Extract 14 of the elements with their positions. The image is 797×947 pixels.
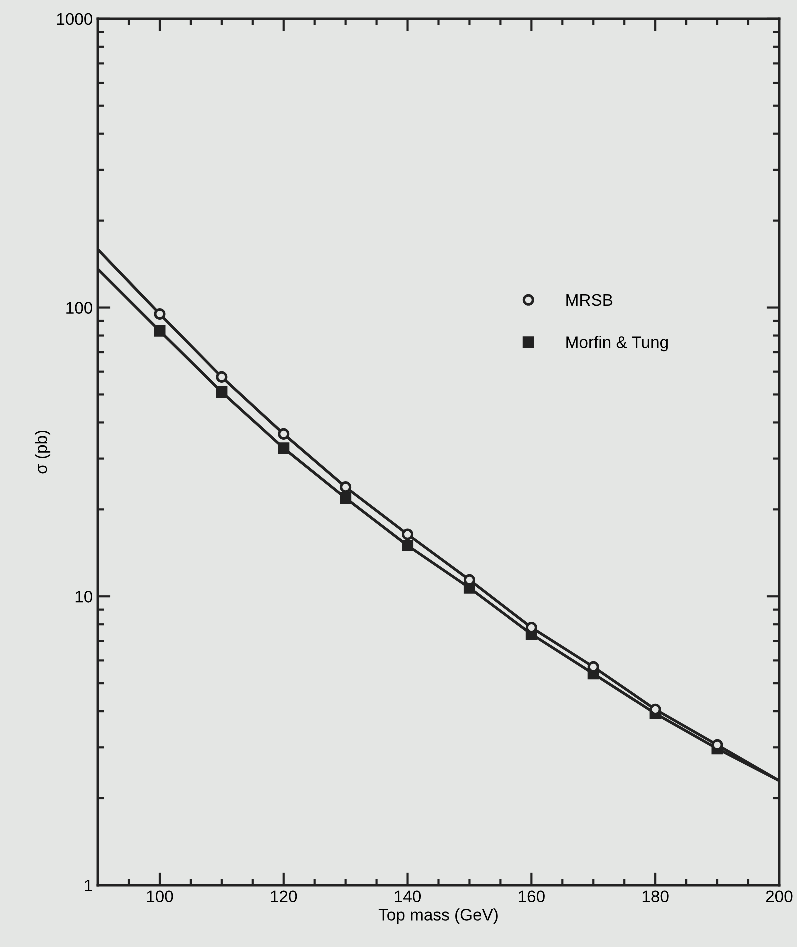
y-axis-title: σ (pb)	[35, 430, 51, 474]
x-tick-label: 120	[271, 890, 298, 903]
legend-label: MRSB	[566, 294, 613, 306]
y-tick-label: 1	[85, 880, 92, 892]
y-tick-label: 1000	[57, 13, 93, 26]
y-tick-label: 10	[76, 591, 93, 603]
x-tick-label: 160	[519, 890, 545, 903]
legend-label: Morfin & Tung	[566, 336, 668, 352]
x-tick-label: 180	[642, 890, 669, 903]
x-axis-title: Top mass (GeV)	[378, 908, 498, 924]
x-tick-label: 200	[766, 890, 793, 903]
x-tick-label: 100	[147, 890, 174, 903]
x-tick-label: 140	[395, 890, 422, 903]
y-tick-label: 100	[66, 302, 93, 314]
